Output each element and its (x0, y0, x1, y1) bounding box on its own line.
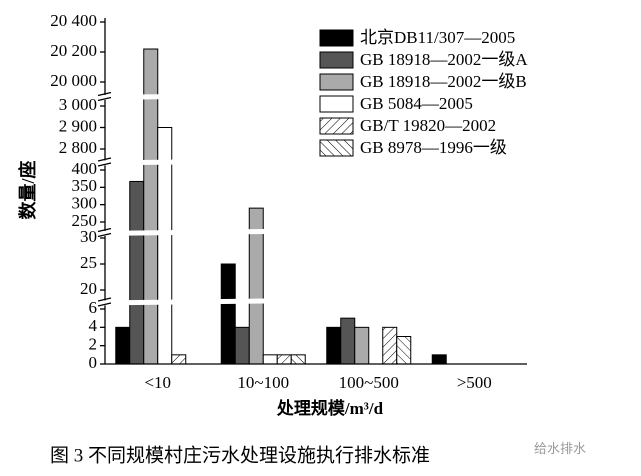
axis-break (97, 155, 527, 166)
bar (129, 180, 145, 365)
bar (431, 354, 447, 365)
legend-label: 北京DB11/307—2005 (360, 28, 515, 47)
legend-swatch (319, 117, 354, 135)
y-tick-label: 250 (72, 211, 98, 230)
axis-break (97, 90, 527, 100)
bar (290, 354, 306, 365)
break-mark (97, 232, 112, 238)
bar (326, 326, 342, 365)
bar (396, 336, 412, 365)
y-tick-label: 30 (80, 227, 97, 246)
bar (382, 326, 398, 365)
legend-label: GB 8978—1996一级 (360, 138, 507, 157)
bar (234, 326, 250, 365)
y-tick-label: 2 800 (59, 138, 97, 157)
y-tick-label: 300 (72, 194, 98, 213)
x-tick-label: <10 (144, 373, 171, 392)
bar (262, 354, 278, 365)
y-tick-label: 400 (72, 159, 98, 178)
legend-label: GB 5084—2005 (360, 94, 473, 113)
legend-swatch (319, 139, 354, 157)
break-mark (97, 91, 112, 97)
legend-label: GB 18918—2002一级B (360, 72, 527, 91)
bar (220, 263, 236, 365)
break-mark (97, 162, 112, 167)
break-mark (97, 227, 112, 233)
y-axis-label: 数量/座 (17, 160, 38, 219)
break-mark (97, 157, 112, 162)
break-mark (97, 297, 112, 302)
legend-swatch (319, 73, 354, 91)
y-tick-label: 350 (72, 176, 98, 195)
y-tick-label: 4 (89, 316, 98, 335)
bar (115, 326, 131, 365)
y-tick-label: 20 400 (50, 11, 97, 30)
break-mark (97, 96, 112, 102)
legend-label: GB 18918—2002一级A (360, 50, 528, 69)
bar (354, 326, 370, 365)
y-tick-label: 20 000 (50, 71, 97, 90)
break-mark (97, 302, 112, 307)
x-tick-label: >500 (457, 373, 492, 392)
y-tick-label: 2 (89, 335, 98, 354)
y-tick-label: 20 200 (50, 41, 97, 60)
caption: 图 3 不同规模村庄污水处理设施执行排水标准 (50, 444, 430, 466)
y-tick-label: 20 (80, 279, 97, 298)
y-tick-label: 2 900 (59, 116, 97, 135)
x-tick-label: 100~500 (339, 373, 399, 392)
x-tick-label: 10~100 (237, 373, 289, 392)
bar (171, 354, 187, 365)
x-axis-label: 处理规模/m³/d (276, 398, 384, 418)
axis-break (97, 226, 527, 236)
y-tick-label: 6 (89, 298, 98, 317)
watermark: 给水排水 (534, 441, 586, 456)
y-tick-label: 0 (89, 353, 98, 372)
legend-swatch (319, 29, 354, 47)
axis-break (97, 295, 527, 306)
y-tick-label: 25 (80, 253, 97, 272)
bar (340, 317, 356, 365)
legend-swatch (319, 51, 354, 69)
bar (276, 354, 292, 365)
legend-swatch (319, 95, 354, 113)
legend-label: GB/T 19820—2002 (360, 116, 496, 135)
y-tick-label: 3 000 (59, 95, 97, 114)
